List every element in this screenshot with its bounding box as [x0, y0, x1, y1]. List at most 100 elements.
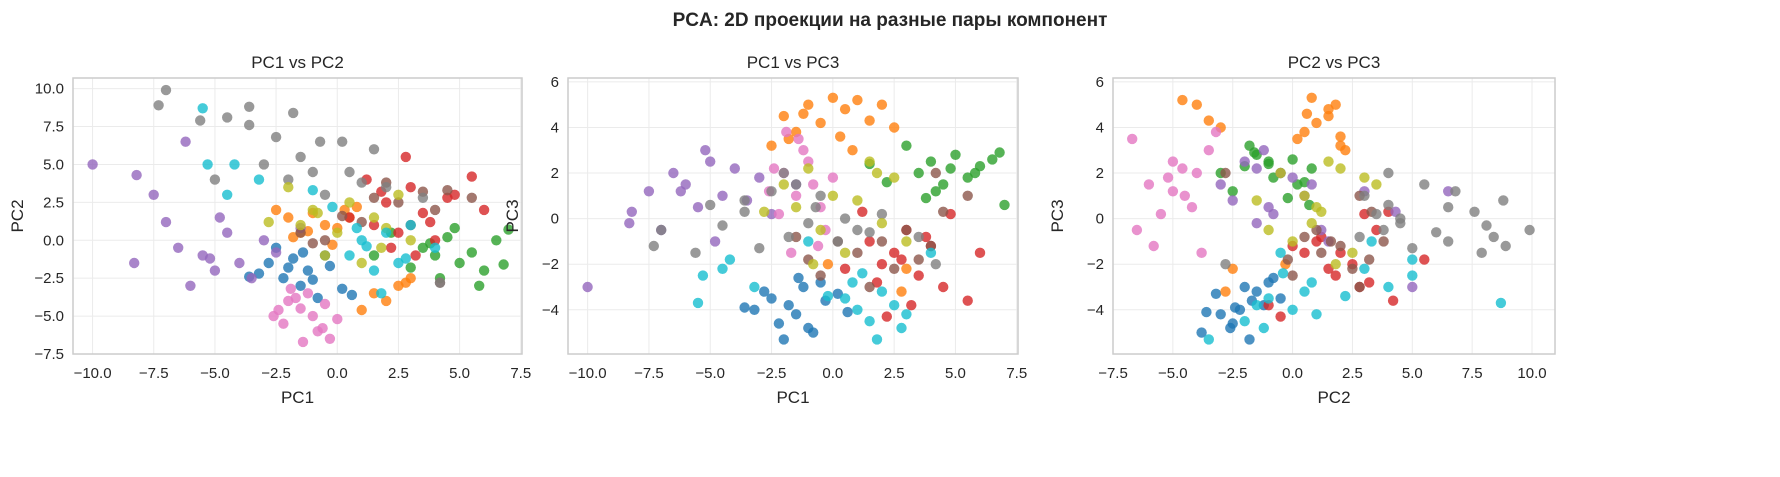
scatter-point-class-7 — [337, 136, 348, 147]
scatter-point-class-4 — [1258, 145, 1270, 156]
scatter-point-class-5 — [1378, 236, 1389, 247]
scatter-point-class-1 — [368, 288, 380, 299]
scatter-point-class-7 — [434, 277, 446, 288]
scatter-point-class-3 — [871, 277, 883, 288]
y-tick-label: 10.0 — [35, 81, 64, 98]
scatter-point-class-2 — [925, 156, 937, 167]
x-tick-label: −5.0 — [695, 365, 725, 382]
scatter-point-class-7 — [1498, 195, 1509, 206]
subplot-3: −7.5 −5.0 −2.5 0.0 2.5 5.0 7.5 10.0 −4 −2 0 2 4 6 PC2 … — [1048, 53, 1556, 407]
scatter-point-class-7 — [1476, 247, 1487, 258]
scatter-point-class-3 — [1330, 270, 1341, 281]
scatter-point-class-7 — [852, 224, 863, 236]
y-tick-label: −2 — [1087, 256, 1104, 273]
scatter-point-class-7 — [222, 112, 233, 123]
scatter-point-class-7 — [690, 247, 701, 258]
scatter-point-class-8 — [1323, 156, 1334, 167]
scatter-point-class-3 — [405, 182, 416, 193]
x-tick-label: −5.0 — [1158, 365, 1188, 382]
scatter-point-class-7 — [1481, 220, 1492, 231]
scatter-point-class-8 — [839, 247, 851, 258]
scatter-point-class-9 — [1340, 290, 1351, 302]
scatter-point-class-9 — [692, 297, 704, 309]
scatter-point-class-6 — [1186, 202, 1198, 213]
scatter-point-class-1 — [1306, 92, 1317, 104]
scatter-point-class-4 — [1215, 179, 1226, 190]
x-tick-label: 7.5 — [1462, 365, 1483, 382]
scatter-point-class-1 — [405, 273, 416, 284]
scatter-point-class-3 — [368, 219, 380, 231]
scatter-point-class-8 — [1251, 195, 1262, 206]
scatter-point-class-0 — [790, 309, 802, 320]
x-axis-label: PC1 — [281, 388, 314, 407]
scatter-point-class-7 — [153, 100, 164, 111]
scatter-point-class-2 — [950, 149, 961, 160]
scatter-point-class-1 — [1177, 94, 1188, 106]
scatter-point-class-1 — [798, 108, 809, 120]
scatter-point-class-7 — [1419, 179, 1430, 190]
scatter-point-class-8 — [852, 195, 863, 206]
scatter-point-class-8 — [1299, 190, 1310, 201]
scatter-point-class-2 — [498, 259, 509, 270]
scatter-point-class-9 — [847, 277, 858, 288]
y-tick-label: 2 — [551, 165, 559, 182]
y-tick-label: −2 — [542, 256, 559, 273]
scatter-point-class-9 — [901, 309, 912, 320]
scatter-point-class-2 — [938, 179, 949, 190]
scatter-point-class-9 — [864, 316, 875, 327]
scatter-point-class-4 — [1287, 172, 1298, 183]
scatter-point-class-1 — [1220, 286, 1231, 297]
scatter-point-class-9 — [1366, 236, 1377, 247]
scatter-point-class-0 — [759, 286, 770, 297]
scatter-point-class-4 — [709, 236, 721, 247]
scatter-point-class-2 — [945, 163, 956, 174]
scatter-point-class-0 — [793, 272, 804, 284]
scatter-point-class-6 — [1203, 145, 1215, 156]
scatter-point-class-5 — [876, 236, 888, 247]
scatter-point-class-9 — [327, 201, 338, 213]
scatter-point-class-3 — [400, 151, 411, 163]
scatter-point-class-2 — [503, 224, 514, 235]
scatter-point-class-8 — [1335, 163, 1346, 174]
scatter-point-class-4 — [754, 172, 765, 183]
scatter-point-class-0 — [1196, 327, 1207, 338]
y-tick-label: −4 — [542, 302, 559, 319]
scatter-point-class-8 — [1330, 259, 1341, 270]
scatter-point-class-5 — [1347, 263, 1358, 274]
scatter-point-class-9 — [1251, 300, 1262, 311]
scatter-point-class-0 — [803, 322, 814, 334]
scatter-point-class-1 — [1311, 117, 1322, 129]
scatter-point-class-8 — [1347, 247, 1358, 258]
scatter-point-class-7 — [717, 220, 728, 231]
scatter-point-class-9 — [1275, 247, 1286, 258]
scatter-point-class-7 — [648, 240, 659, 252]
scatter-point-class-9 — [803, 236, 814, 247]
scatter-point-class-3 — [913, 270, 924, 281]
scatter-point-class-0 — [1239, 281, 1250, 293]
scatter-point-class-2 — [449, 222, 460, 234]
scatter-point-class-0 — [1215, 309, 1226, 320]
scatter-point-class-9 — [1258, 322, 1270, 334]
scatter-point-class-6 — [812, 240, 824, 252]
scatter-point-class-7 — [783, 231, 794, 243]
scatter-point-class-1 — [270, 204, 282, 216]
scatter-point-class-3 — [881, 311, 892, 322]
scatter-point-class-5 — [337, 210, 348, 222]
scatter-point-class-8 — [344, 197, 355, 208]
scatter-point-class-7 — [832, 236, 843, 247]
scatter-point-class-4 — [668, 167, 679, 179]
x-tick-label: 0.0 — [1282, 365, 1303, 382]
scatter-point-class-7 — [258, 159, 270, 170]
scatter-point-class-6 — [1210, 126, 1222, 138]
y-tick-label: 0 — [1096, 211, 1104, 228]
scatter-point-class-7 — [1450, 186, 1461, 197]
scatter-point-class-5 — [1287, 270, 1298, 281]
scatter-point-class-5 — [852, 247, 863, 258]
scatter-point-class-3 — [1299, 247, 1310, 258]
scatter-point-class-9 — [1306, 277, 1317, 288]
y-tick-label: 6 — [551, 74, 559, 91]
axes-frame — [1112, 77, 1556, 355]
scatter-point-class-9 — [351, 222, 362, 234]
scatter-point-class-4 — [717, 190, 728, 201]
